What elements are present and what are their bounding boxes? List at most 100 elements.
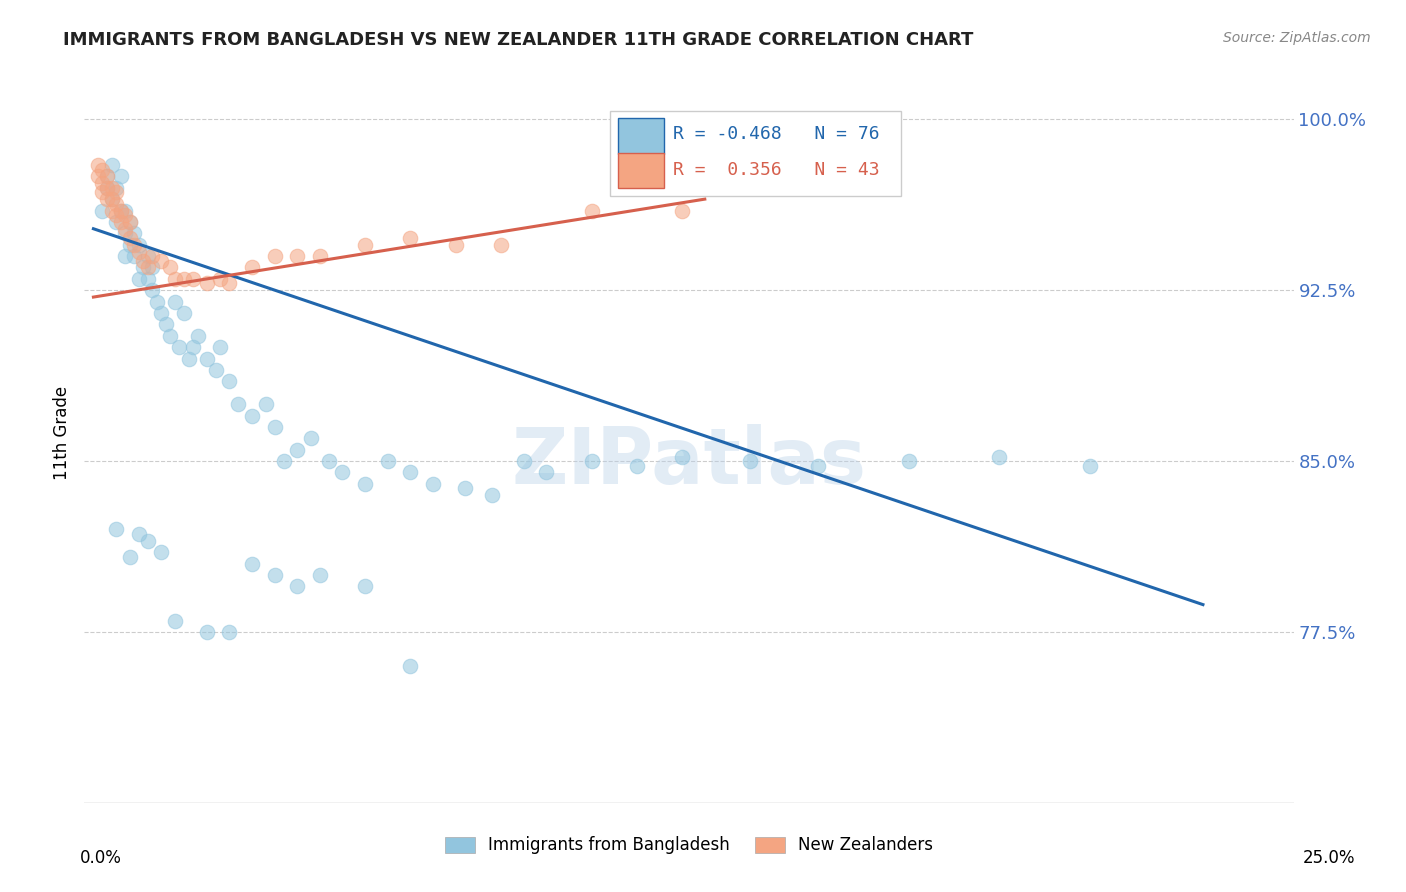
Point [114, 203, 136, 218]
Point [118, 215, 141, 229]
Point [122, 249, 145, 263]
Point [136, 249, 159, 263]
Point [91, 176, 114, 190]
Point [626, 458, 648, 473]
Point [299, 431, 322, 445]
Point [512, 454, 534, 468]
Point [110, 215, 132, 229]
Point [96, 180, 118, 194]
Point [122, 237, 145, 252]
Point [87, 158, 110, 172]
Point [91, 203, 114, 218]
Point [209, 340, 232, 354]
Point [110, 203, 132, 218]
Point [285, 249, 308, 263]
Point [228, 397, 250, 411]
Point [141, 283, 163, 297]
Point [209, 272, 232, 286]
Point [100, 158, 122, 172]
Point [163, 294, 186, 309]
Point [318, 454, 340, 468]
Point [332, 466, 354, 480]
Point [285, 579, 308, 593]
Point [114, 221, 136, 235]
Point [377, 454, 399, 468]
Point [110, 169, 132, 184]
Bar [617, 153, 664, 188]
Point [399, 231, 422, 245]
Point [308, 249, 330, 263]
Point [738, 454, 761, 468]
Point [105, 186, 128, 200]
Point [308, 568, 330, 582]
Point [1078, 458, 1101, 473]
Text: R = -0.468   N = 76: R = -0.468 N = 76 [673, 125, 880, 144]
Point [581, 203, 603, 218]
Point [114, 227, 136, 241]
Point [114, 208, 136, 222]
Point [177, 351, 200, 366]
Point [110, 203, 132, 218]
Point [136, 533, 159, 548]
Point [454, 482, 477, 496]
Point [91, 162, 114, 177]
Point [96, 192, 118, 206]
Point [96, 180, 118, 194]
Point [146, 294, 169, 309]
Point [87, 169, 110, 184]
FancyBboxPatch shape [610, 111, 901, 195]
Point [218, 624, 240, 639]
Point [263, 249, 285, 263]
Point [181, 272, 204, 286]
Point [273, 454, 295, 468]
Point [240, 260, 263, 275]
Text: ZIPatlas: ZIPatlas [512, 425, 866, 500]
Point [100, 203, 122, 218]
Point [163, 614, 186, 628]
Point [150, 306, 173, 320]
Point [159, 260, 181, 275]
Point [399, 659, 422, 673]
Legend: Immigrants from Bangladesh, New Zealanders: Immigrants from Bangladesh, New Zealande… [439, 830, 939, 861]
Text: Source: ZipAtlas.com: Source: ZipAtlas.com [1223, 31, 1371, 45]
Point [240, 557, 263, 571]
Point [128, 272, 150, 286]
Point [141, 260, 163, 275]
Point [897, 454, 920, 468]
Point [671, 203, 693, 218]
Point [105, 208, 128, 222]
Point [807, 458, 830, 473]
Point [399, 466, 422, 480]
Point [536, 466, 558, 480]
Point [218, 277, 240, 291]
Point [181, 340, 204, 354]
Point [195, 351, 218, 366]
Text: 25.0%: 25.0% [1302, 849, 1355, 867]
Point [481, 488, 503, 502]
Point [150, 545, 173, 559]
Text: 0.0%: 0.0% [80, 849, 122, 867]
Text: R =  0.356   N = 43: R = 0.356 N = 43 [673, 161, 880, 178]
Point [105, 215, 128, 229]
Point [105, 180, 128, 194]
Point [195, 277, 218, 291]
Point [118, 549, 141, 564]
Bar [617, 118, 664, 153]
Point [105, 523, 128, 537]
Point [136, 272, 159, 286]
Point [132, 260, 155, 275]
Point [105, 196, 128, 211]
Point [422, 476, 444, 491]
Point [354, 237, 377, 252]
Point [128, 237, 150, 252]
Point [100, 192, 122, 206]
Point [173, 306, 195, 320]
Point [118, 231, 141, 245]
Point [128, 244, 150, 259]
Point [240, 409, 263, 423]
Y-axis label: 11th Grade: 11th Grade [53, 385, 72, 480]
Point [254, 397, 277, 411]
Point [163, 272, 186, 286]
Point [354, 579, 377, 593]
Point [91, 186, 114, 200]
